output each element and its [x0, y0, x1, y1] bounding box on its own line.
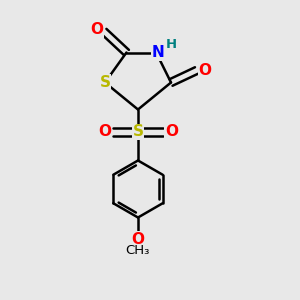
Text: O: O [198, 63, 212, 78]
Text: S: S [100, 75, 110, 90]
Text: O: O [165, 124, 178, 140]
Text: H: H [166, 38, 177, 52]
Text: N: N [151, 45, 164, 60]
Text: CH₃: CH₃ [125, 244, 149, 257]
Text: O: O [90, 22, 103, 38]
Text: O: O [98, 124, 111, 140]
Text: S: S [133, 124, 143, 140]
Text: O: O [131, 232, 145, 247]
